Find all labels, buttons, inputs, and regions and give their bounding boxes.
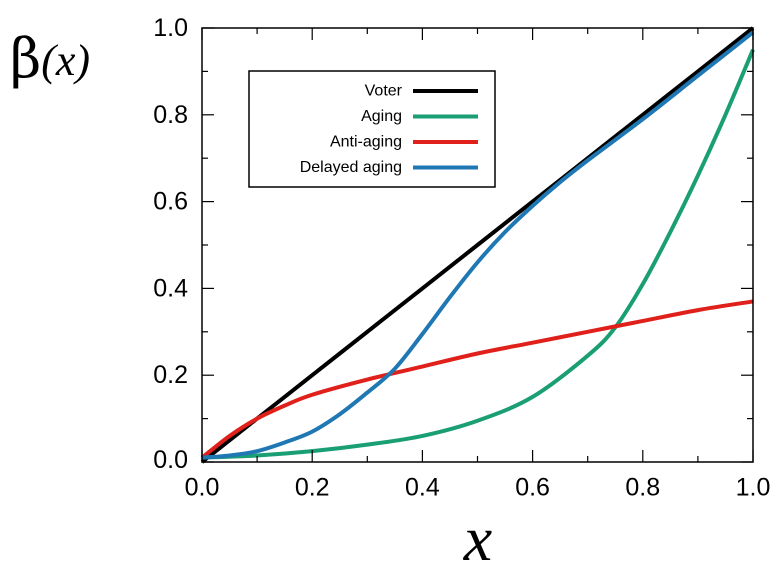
legend-label: Anti-aging — [330, 134, 402, 151]
y-tick-label: 0.4 — [153, 274, 188, 302]
legend-entry-anti-aging: Anti-aging — [330, 134, 478, 151]
legend-entry-aging: Aging — [361, 108, 478, 125]
series-line-aging — [201, 48, 755, 460]
x-tick-label: 0.2 — [295, 474, 330, 502]
series-line-voter — [200, 26, 755, 464]
y-axis-symbol: β — [10, 27, 41, 90]
y-tick-label: 0.2 — [153, 361, 188, 389]
y-tick-label: 0.8 — [153, 101, 188, 129]
legend-label: Aging — [361, 108, 402, 125]
series-layer — [200, 26, 755, 464]
x-tick-label: 1.0 — [736, 474, 771, 502]
y-axis-argument: (x) — [41, 36, 90, 85]
legend-entry-voter: Voter — [365, 83, 478, 100]
y-tick-label: 1.0 — [153, 14, 188, 42]
y-tick-label: 0.6 — [153, 188, 188, 216]
x-tick-labels: 0.0 0.2 0.4 0.6 0.8 1.0 — [185, 474, 771, 502]
series-line-anti-aging — [200, 299, 754, 460]
ticks-layer — [201, 27, 754, 463]
series-line-delayed-aging — [201, 30, 755, 460]
legend-label: Voter — [365, 83, 403, 100]
x-tick-label: 0.6 — [515, 474, 550, 502]
x-tick-label: 0.8 — [625, 474, 660, 502]
x-tick-label: 0.0 — [185, 474, 220, 502]
legend: Voter Aging Anti-aging Delayed aging — [248, 70, 496, 188]
y-tick-label: 0.0 — [153, 446, 188, 474]
legend-label: Delayed aging — [300, 159, 402, 176]
y-axis-title: β(x) — [10, 27, 90, 90]
legend-entry-delayed-aging: Delayed aging — [300, 159, 478, 176]
y-tick-labels: 0.0 0.2 0.4 0.6 0.8 1.0 — [153, 14, 188, 474]
x-axis-title: x — [463, 503, 492, 569]
x-tick-label: 0.4 — [405, 474, 440, 502]
